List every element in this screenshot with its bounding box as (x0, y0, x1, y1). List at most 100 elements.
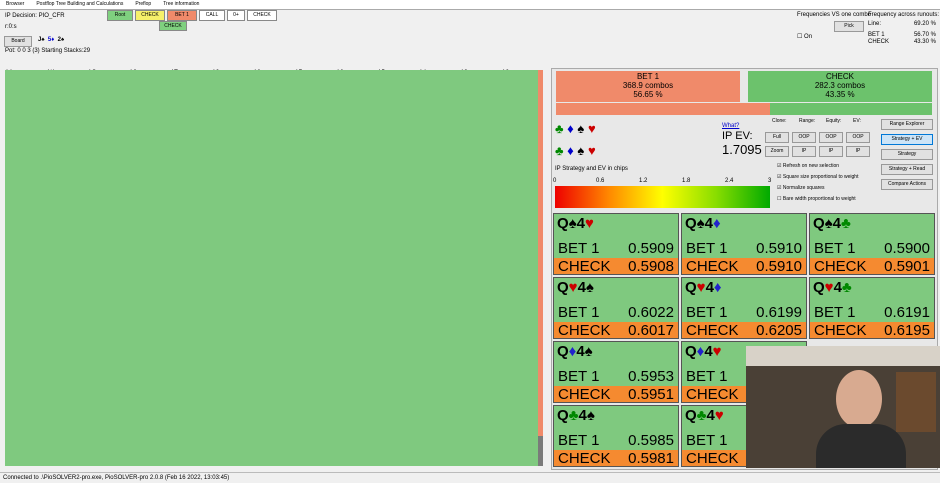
action-button[interactable]: CALL (199, 10, 225, 21)
check-ev: 0.6017 (628, 322, 674, 339)
board-card: J♠ (38, 37, 45, 43)
bet-ev: 0.5953 (628, 368, 674, 385)
checkbox[interactable]: ☐ Bare width proportional to weight (777, 196, 856, 202)
side-button[interactable]: Compare Actions (881, 179, 933, 190)
bet-row: BET 1 0.5953 (554, 368, 678, 386)
card-glyph: ♥ (712, 343, 722, 360)
shelf (896, 372, 936, 432)
combo-card[interactable]: Q♥4♣ BET 1 0.6191 CHECK 0.6195 (809, 277, 935, 339)
check-row: CHECK 0.6205 (682, 322, 806, 339)
combo-hand: Q♦4♠ (557, 343, 593, 360)
what-link[interactable]: What? (722, 123, 740, 129)
checkbox-label: Square size proportional to weight (782, 174, 859, 180)
check-summary[interactable]: CHECK 282.3 combos 43.35 % (748, 71, 932, 102)
check-bar (770, 103, 932, 115)
bet-ev: 0.5909 (628, 240, 674, 257)
control-button[interactable]: IP (819, 146, 843, 157)
control-button[interactable]: Full (765, 132, 789, 143)
pick-button[interactable]: Pick (834, 21, 864, 32)
control-head: EV: (853, 118, 861, 124)
control-button[interactable]: Zoom (765, 146, 789, 157)
combo-hand: Q♥4♠ (557, 279, 594, 296)
card-glyph: Q (685, 407, 697, 424)
control-button[interactable]: IP (846, 146, 870, 157)
card-glyph: ♥ (824, 279, 834, 296)
ev-value: 1.7095 (722, 142, 762, 157)
check-label: CHECK (558, 386, 611, 403)
check-label: CHECK (686, 258, 739, 275)
freq-label: CHECK (868, 39, 890, 45)
check-row: CHECK 0.6195 (810, 322, 934, 339)
runouts: Line: 69.20 % BET 1 56.70 % CHECK 43.30 % (868, 21, 936, 46)
combo-hand: Q♠4♣ (813, 215, 851, 232)
side-button[interactable]: Strategy (881, 149, 933, 160)
card-glyph: ♦ (696, 343, 705, 360)
freq-value: 56.70 % (913, 32, 936, 38)
card-glyph: ♦ (712, 215, 721, 232)
on-check[interactable]: ☐ On (797, 34, 813, 40)
check-ev: 0.5951 (628, 386, 674, 403)
bet-label: BET 1 (558, 304, 600, 321)
card-glyph: 4 (832, 215, 841, 232)
bet-ev: 0.5900 (884, 240, 930, 257)
tab-bar: Browser Postflop Tree Building and Calcul… (0, 0, 940, 10)
side-button[interactable]: Strategy + Read (881, 164, 933, 175)
tab[interactable]: Postflop Tree Building and Calculations (36, 1, 124, 7)
card-glyph: Q (557, 215, 569, 232)
board-button[interactable]: Board (4, 36, 32, 47)
checkbox[interactable]: ☑ Refresh on new selection (777, 163, 840, 169)
combo-card[interactable]: Q♠4♥ BET 1 0.5909 CHECK 0.5908 (553, 213, 679, 275)
action-button[interactable]: CHECK (247, 10, 277, 21)
side-button[interactable]: Strategy + EV (881, 134, 933, 145)
side-button[interactable]: Range Explorer (881, 119, 933, 130)
check-row: CHECK 0.5951 (554, 386, 678, 403)
control-button[interactable]: OOP (846, 132, 870, 143)
card-glyph: ♣ (841, 279, 852, 296)
check-row: CHECK 0.5910 (682, 258, 806, 275)
wall (746, 346, 940, 366)
card-glyph: Q (557, 279, 569, 296)
ev-caption: IP Strategy and EV in chips (555, 166, 628, 172)
decision: IP Decision: PIO_CFR (5, 13, 65, 19)
check-label: CHECK (814, 322, 867, 339)
action-button[interactable]: BET 1 (167, 10, 197, 21)
action-button[interactable]: 0+ (227, 10, 245, 21)
scale-tick: 0.6 (596, 178, 605, 184)
checkbox[interactable]: ☑ Square size proportional to weight (777, 174, 859, 180)
action-button[interactable]: Root (107, 10, 133, 21)
freq-title: Frequencies VS one combo (797, 12, 872, 18)
scale-tick: 1.8 (682, 178, 691, 184)
bet-label: BET 1 (558, 432, 600, 449)
checkbox[interactable]: ☑ Normalize squares (777, 185, 825, 191)
checkbox-label: Normalize squares (782, 185, 825, 191)
bet-summary[interactable]: BET 1 368.9 combos 56.65 % (556, 71, 740, 102)
tab[interactable]: Browser (6, 1, 25, 7)
control-button[interactable]: IP (792, 146, 816, 157)
tab[interactable]: Tree information (163, 1, 200, 7)
suit-icons: ♣ ♦ ♠ ♥ ♣ ♦ ♠ ♥ (555, 121, 596, 158)
control-button[interactable]: OOP (792, 132, 816, 143)
combo-card[interactable]: Q♠4♣ BET 1 0.5900 CHECK 0.5901 (809, 213, 935, 275)
check-label: CHECK (686, 450, 739, 467)
bet-row: BET 1 0.5900 (810, 240, 934, 258)
action-button[interactable]: CHECK (159, 21, 187, 31)
combo-card[interactable]: Q♠4♦ BET 1 0.5910 CHECK 0.5910 (681, 213, 807, 275)
board: J♠ 5♦ 2♠ (38, 37, 64, 43)
tab[interactable]: Preflop (135, 1, 152, 7)
control-button[interactable]: OOP (819, 132, 843, 143)
bet-label: BET 1 (686, 368, 728, 385)
bet-label: BET 1 (814, 304, 856, 321)
scale-tick: 0 (553, 178, 557, 184)
card-glyph: ♠ (824, 215, 833, 232)
combo-card[interactable]: Q♦4♠ BET 1 0.5953 CHECK 0.5951 (553, 341, 679, 403)
combo-card[interactable]: Q♥4♦ BET 1 0.6199 CHECK 0.6205 (681, 277, 807, 339)
bet-row: BET 1 0.5985 (554, 432, 678, 450)
card-glyph: 4 (833, 279, 842, 296)
combo-card[interactable]: Q♣4♠ BET 1 0.5985 CHECK 0.5981 (553, 405, 679, 467)
check-label: CHECK (686, 322, 739, 339)
combo-card[interactable]: Q♥4♠ BET 1 0.6022 CHECK 0.6017 (553, 277, 679, 339)
bet-label: BET 1 (558, 240, 600, 257)
bet-ev: 0.5985 (628, 432, 674, 449)
check-ev: 0.5901 (884, 258, 930, 275)
action-button[interactable]: CHECK (135, 10, 165, 21)
